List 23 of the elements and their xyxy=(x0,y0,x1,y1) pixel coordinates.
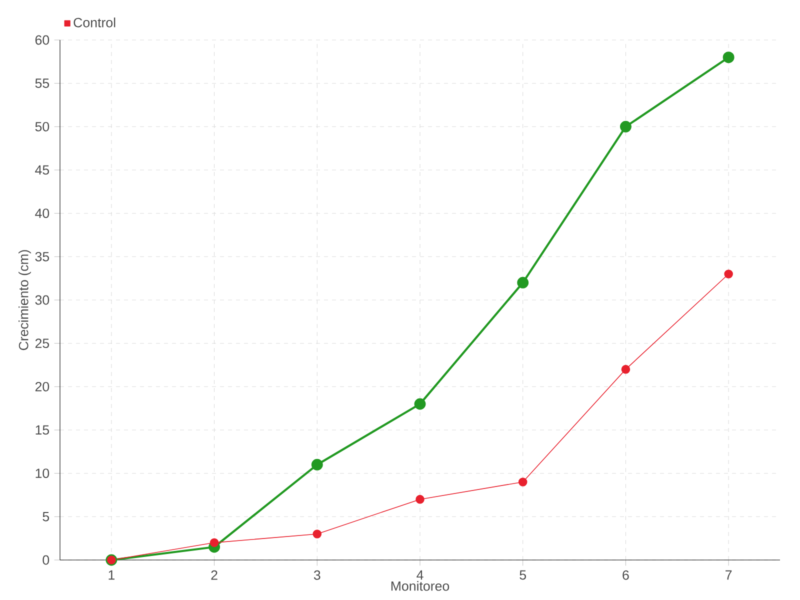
x-tick-label: 1 xyxy=(108,570,114,580)
y-tick-label: 30 xyxy=(35,295,50,305)
y-tick-label: 35 xyxy=(35,252,50,262)
y-tick-label: 15 xyxy=(36,425,50,435)
y-tick-label: 60 xyxy=(35,35,50,45)
y-tick-label: 50 xyxy=(35,122,50,132)
x-tick-label: 7 xyxy=(726,570,732,580)
legend-label: Control xyxy=(74,18,116,28)
y-tick-label: 20 xyxy=(35,382,50,392)
x-tick-label: 5 xyxy=(520,570,526,580)
x-tick-label: 3 xyxy=(314,570,320,580)
y-tick-label: 45 xyxy=(35,165,50,175)
y-tick-label: 0 xyxy=(42,555,50,565)
y-tick-label: 5 xyxy=(42,512,50,522)
x-tick-label: 6 xyxy=(622,570,629,580)
y-tick-label: 25 xyxy=(35,338,50,348)
y-axis-title: Crecimiento (cm) xyxy=(18,250,31,350)
x-axis-title: Monitoreo xyxy=(391,580,450,591)
x-tick-label: 4 xyxy=(416,570,424,580)
y-tick-label: 40 xyxy=(35,208,50,218)
y-tick-label: 10 xyxy=(36,468,50,478)
y-tick-label: 55 xyxy=(35,78,50,88)
x-tick-label: 2 xyxy=(211,570,218,580)
